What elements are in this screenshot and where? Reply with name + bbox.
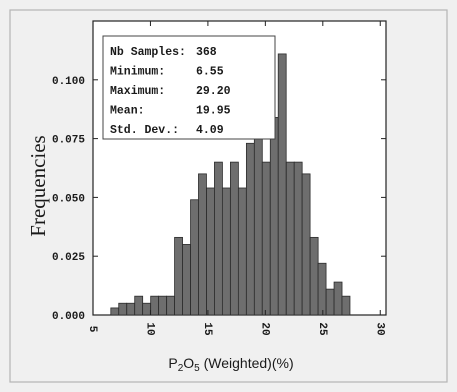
- histogram-bar: [126, 302, 136, 316]
- histogram-bar: [206, 187, 215, 316]
- stats-label: Std. Dev.:: [110, 124, 179, 137]
- stats-value: 6.55: [196, 66, 224, 79]
- y-axis-ticks: 0.000 0.025 0.050 0.075 0.100: [52, 76, 386, 323]
- histogram-bar: [341, 295, 351, 316]
- histogram-bar: [174, 236, 183, 316]
- stats-group: Nb Samples: 368 Minimum: 6.55 Maximum: 29.20 M…: [110, 46, 231, 137]
- x-axis-label-sub2: 5: [194, 363, 200, 374]
- x-axis-label-suffix: (Weighted)(%): [200, 355, 294, 371]
- y-tick-label: 0.025: [52, 252, 85, 264]
- histogram-bar: [333, 281, 343, 316]
- histogram-bar: [253, 135, 263, 316]
- histogram-bar: [158, 295, 167, 316]
- x-axis-label-prefix: P: [168, 355, 177, 371]
- x-tick-label: 30: [373, 322, 385, 335]
- histogram-bar: [150, 295, 160, 316]
- histogram-bar: [325, 288, 335, 316]
- stats-value: 4.09: [196, 124, 224, 137]
- x-tick-label: 20: [258, 322, 270, 335]
- stats-value: 19.95: [196, 105, 231, 118]
- panel-border: [9, 9, 448, 383]
- histogram-bar: [317, 262, 327, 316]
- x-axis-label: P2O5 (Weighted)(%): [168, 355, 293, 374]
- stats-label: Nb Samples:: [110, 46, 186, 59]
- x-tick-label: 5: [86, 326, 98, 333]
- histogram-bar: [237, 187, 247, 316]
- stats-box: [102, 35, 276, 140]
- histogram-bar: [245, 142, 255, 316]
- y-axis-label: Frequencies: [26, 135, 50, 236]
- histogram-bar: [269, 117, 279, 316]
- histogram-bar: [301, 173, 311, 316]
- histogram-bar: [221, 187, 231, 316]
- y-tick-label: 0.000: [52, 311, 85, 323]
- x-tick-label: 10: [144, 322, 156, 335]
- x-tick-label: 25: [316, 322, 328, 336]
- histogram-bar: [198, 173, 207, 316]
- bars-group: [110, 53, 351, 316]
- histogram-bar: [285, 161, 295, 316]
- x-axis-label-mid: O: [183, 355, 194, 371]
- stats-value: 368: [196, 46, 217, 59]
- histogram-bar: [134, 295, 144, 316]
- stats-label: Mean:: [110, 105, 145, 118]
- y-tick-label: 0.100: [52, 76, 85, 88]
- histogram-bar: [142, 302, 152, 316]
- stats-label: Maximum:: [110, 85, 165, 98]
- histogram-bar: [261, 161, 271, 316]
- histogram-bar: [190, 199, 199, 316]
- x-axis-label-sub1: 2: [178, 363, 184, 374]
- histogram-bar: [182, 244, 191, 316]
- histogram-bar: [230, 161, 239, 316]
- histogram-bar: [293, 161, 303, 316]
- x-tick-label: 15: [201, 322, 213, 336]
- stats-label: Minimum:: [110, 66, 165, 79]
- x-axis-ticks: 5 10 15 20 25 30: [86, 21, 385, 336]
- histogram-bar: [166, 295, 176, 316]
- histogram-bar: [277, 53, 287, 316]
- histogram-bar: [214, 161, 223, 316]
- stats-value: 29.20: [196, 85, 231, 98]
- y-tick-label: 0.050: [52, 193, 85, 205]
- histogram-bar: [118, 302, 128, 316]
- histogram-bar: [110, 307, 120, 316]
- y-tick-label: 0.075: [52, 135, 85, 147]
- histogram-bar: [309, 236, 319, 316]
